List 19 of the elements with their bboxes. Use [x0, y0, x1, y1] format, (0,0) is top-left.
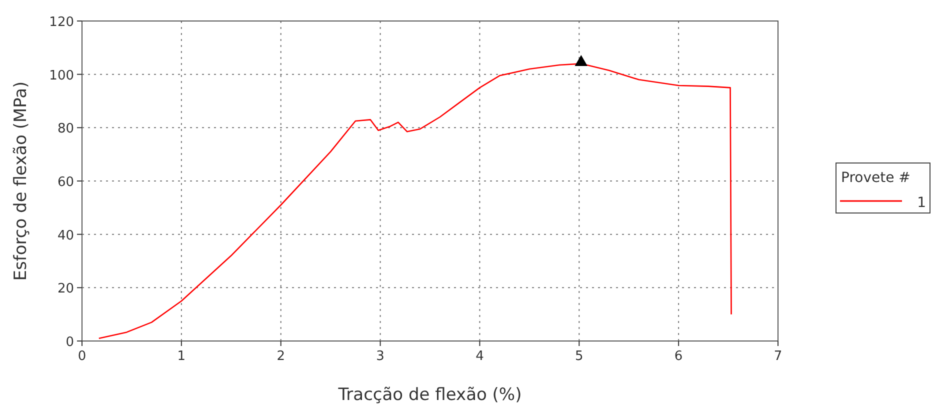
x-tick-label: 4 — [476, 349, 484, 364]
legend-label: 1 — [917, 195, 926, 211]
x-tick-label: 7 — [774, 349, 782, 364]
x-tick-label: 5 — [575, 349, 584, 364]
x-axis-title: Tracção de flexão (%) — [337, 385, 522, 405]
y-tick-label: 20 — [57, 282, 74, 297]
y-axis-title: Esforço de flexão (MPa) — [11, 81, 31, 281]
y-tick-label: 0 — [66, 335, 74, 350]
legend-title: Provete # — [841, 170, 910, 186]
x-tick-label: 0 — [78, 349, 86, 364]
y-tick-label: 40 — [57, 228, 74, 244]
y-tick-label: 80 — [57, 122, 74, 137]
y-tick-label: 60 — [57, 175, 74, 190]
x-tick-label: 1 — [177, 349, 186, 364]
x-tick-label: 3 — [376, 349, 384, 364]
x-tick-label: 6 — [674, 349, 683, 364]
x-tick-label: 2 — [276, 349, 285, 364]
y-tick-label: 100 — [49, 68, 74, 84]
y-tick-label: 120 — [49, 15, 74, 30]
